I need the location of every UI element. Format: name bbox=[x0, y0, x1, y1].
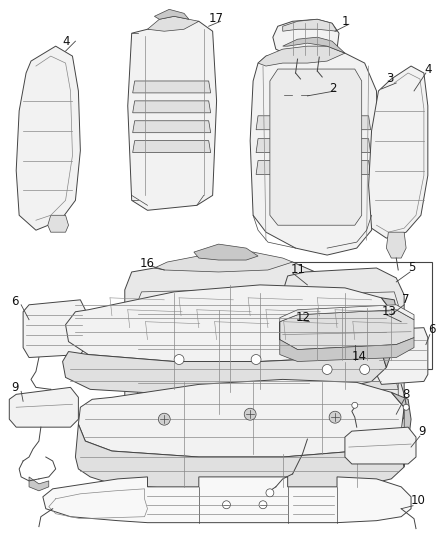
Polygon shape bbox=[136, 379, 311, 387]
Polygon shape bbox=[282, 89, 293, 101]
Polygon shape bbox=[286, 348, 398, 356]
Polygon shape bbox=[256, 160, 371, 174]
Text: 13: 13 bbox=[381, 305, 396, 318]
Text: 14: 14 bbox=[352, 350, 367, 363]
Polygon shape bbox=[43, 477, 411, 523]
Circle shape bbox=[266, 489, 274, 497]
Polygon shape bbox=[345, 427, 416, 464]
Polygon shape bbox=[286, 315, 398, 322]
Circle shape bbox=[329, 411, 341, 423]
Text: 12: 12 bbox=[296, 311, 311, 324]
Polygon shape bbox=[136, 345, 311, 352]
Polygon shape bbox=[75, 424, 404, 491]
Circle shape bbox=[403, 404, 409, 410]
Polygon shape bbox=[270, 69, 362, 225]
Polygon shape bbox=[369, 66, 428, 238]
Polygon shape bbox=[48, 215, 68, 232]
Text: 11: 11 bbox=[291, 263, 306, 277]
Polygon shape bbox=[268, 435, 288, 459]
Circle shape bbox=[244, 408, 256, 420]
Polygon shape bbox=[148, 17, 199, 31]
Text: 6: 6 bbox=[428, 323, 435, 336]
Polygon shape bbox=[280, 310, 414, 350]
Circle shape bbox=[223, 501, 230, 508]
Text: 9: 9 bbox=[11, 381, 19, 394]
Polygon shape bbox=[256, 116, 371, 130]
Polygon shape bbox=[9, 387, 78, 427]
Circle shape bbox=[259, 501, 267, 508]
Text: 17: 17 bbox=[208, 12, 224, 25]
Text: 10: 10 bbox=[411, 494, 426, 507]
Polygon shape bbox=[78, 379, 404, 457]
Text: 1: 1 bbox=[342, 15, 350, 28]
Polygon shape bbox=[250, 46, 378, 255]
Text: 8: 8 bbox=[402, 388, 410, 401]
Polygon shape bbox=[23, 300, 85, 358]
Circle shape bbox=[174, 354, 184, 365]
Text: 16: 16 bbox=[140, 256, 155, 270]
Polygon shape bbox=[133, 141, 211, 152]
Polygon shape bbox=[133, 101, 211, 113]
Polygon shape bbox=[155, 437, 174, 461]
Bar bbox=[286, 262, 432, 369]
Polygon shape bbox=[386, 232, 406, 258]
Polygon shape bbox=[194, 244, 258, 260]
Circle shape bbox=[322, 365, 332, 375]
Text: 5: 5 bbox=[408, 262, 416, 274]
Circle shape bbox=[251, 354, 261, 365]
Text: 9: 9 bbox=[418, 425, 425, 438]
Polygon shape bbox=[155, 252, 293, 272]
Polygon shape bbox=[138, 288, 309, 419]
Polygon shape bbox=[125, 262, 322, 439]
Text: 3: 3 bbox=[386, 72, 394, 85]
Text: 4: 4 bbox=[424, 62, 431, 76]
Polygon shape bbox=[133, 81, 211, 93]
Polygon shape bbox=[300, 89, 311, 101]
Polygon shape bbox=[283, 37, 345, 53]
Polygon shape bbox=[16, 46, 80, 230]
Polygon shape bbox=[286, 292, 398, 424]
Circle shape bbox=[360, 365, 370, 375]
Polygon shape bbox=[258, 46, 345, 66]
Polygon shape bbox=[136, 310, 311, 318]
Polygon shape bbox=[381, 298, 398, 367]
Polygon shape bbox=[256, 139, 371, 152]
Polygon shape bbox=[128, 21, 216, 211]
Polygon shape bbox=[155, 10, 189, 19]
Text: 7: 7 bbox=[402, 293, 410, 306]
Polygon shape bbox=[283, 19, 337, 31]
Polygon shape bbox=[286, 382, 398, 389]
Polygon shape bbox=[280, 305, 414, 322]
Polygon shape bbox=[66, 285, 394, 361]
Polygon shape bbox=[273, 19, 339, 59]
Polygon shape bbox=[280, 322, 414, 361]
Polygon shape bbox=[29, 477, 49, 491]
Circle shape bbox=[352, 402, 358, 408]
Text: 6: 6 bbox=[11, 295, 19, 308]
Polygon shape bbox=[63, 352, 386, 394]
Polygon shape bbox=[377, 328, 428, 384]
Circle shape bbox=[159, 413, 170, 425]
Text: 4: 4 bbox=[63, 35, 70, 47]
Polygon shape bbox=[391, 392, 411, 467]
Polygon shape bbox=[133, 121, 211, 133]
Polygon shape bbox=[283, 268, 404, 439]
Text: 2: 2 bbox=[329, 83, 337, 95]
